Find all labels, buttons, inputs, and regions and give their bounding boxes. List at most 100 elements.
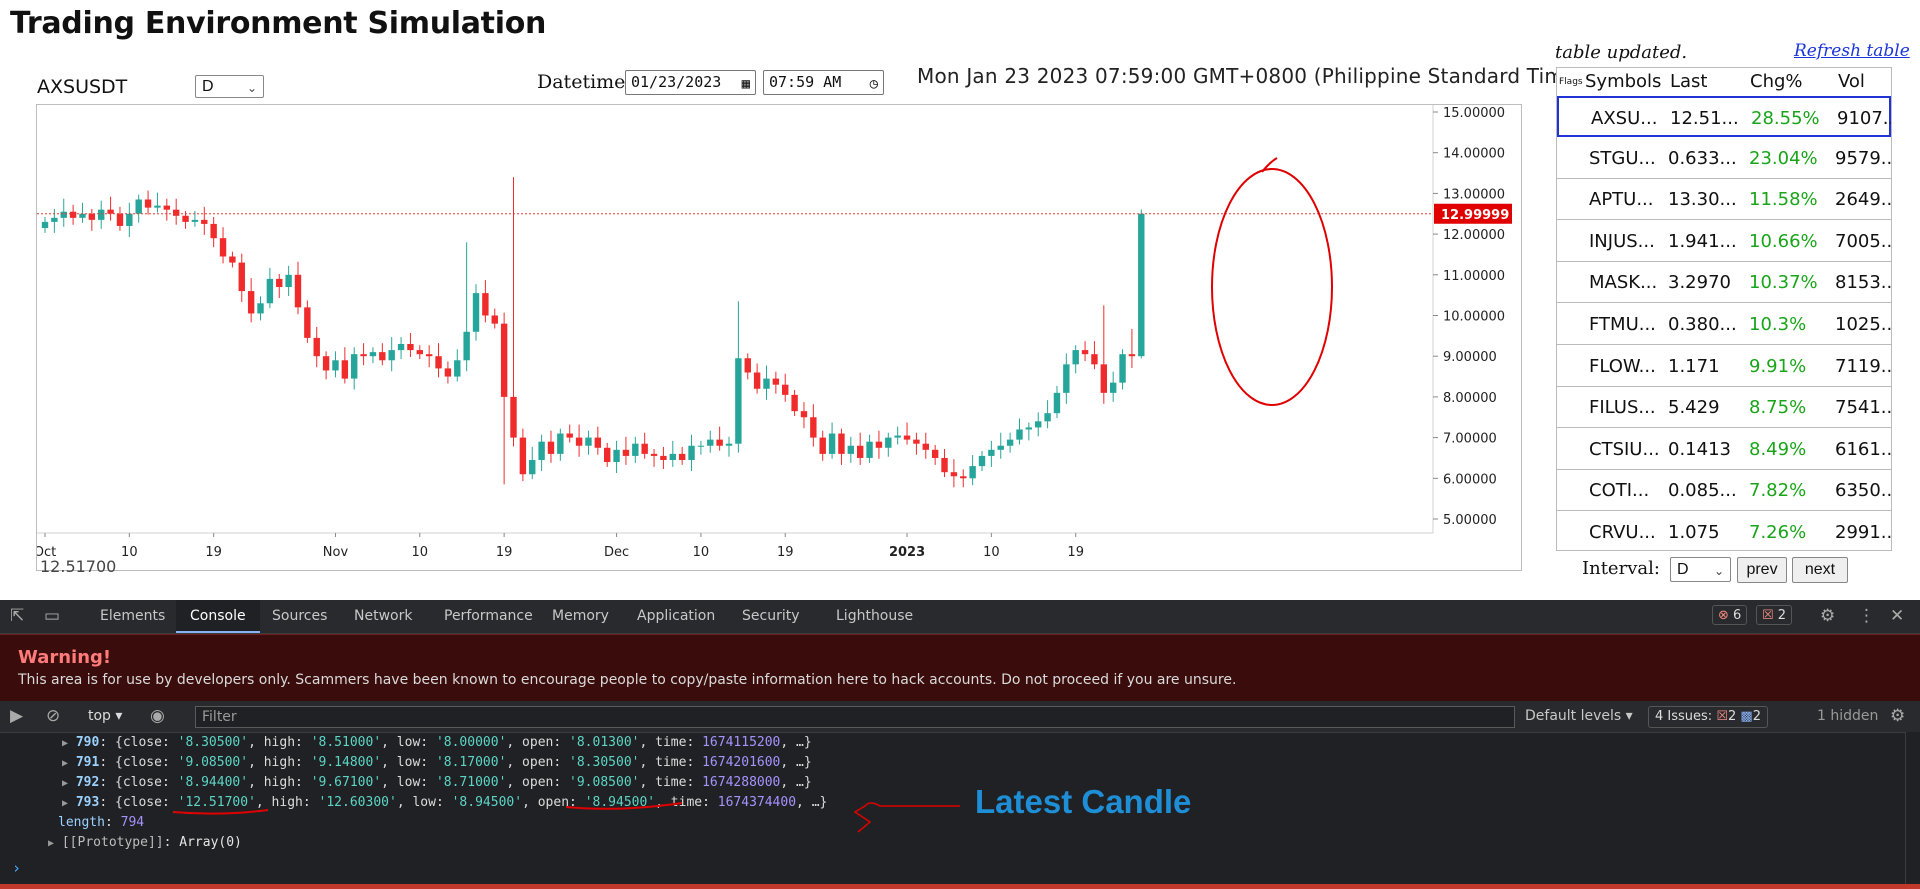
candle-body [285,274,292,288]
table-row[interactable]: APTU... 13.30... 11.58% 2649... [1557,179,1891,221]
candle-body [416,350,423,355]
candle-body [1119,354,1126,383]
candle-body [491,315,498,324]
clear-console-icon[interactable]: ⊘ [46,706,61,726]
candle-body [172,209,180,216]
devtools-panel: ⇱ ▭ Elements Console Sources Network Per… [0,600,1920,889]
tab-application[interactable]: Application [637,608,716,624]
candle-body [669,453,676,460]
candle-body [810,417,817,438]
table-row[interactable]: STGU... 0.633... 23.04% 9579... [1557,138,1891,179]
x-tick-label: Oct [37,545,56,560]
table-row[interactable]: CTSIU... 0.1413 8.49% 6161... [1557,429,1891,470]
more-options-icon[interactable]: ⋮ [1858,606,1875,626]
y-tick-label: 6.00000 [1443,472,1497,487]
interval-select[interactable]: D ⌄ [195,75,264,98]
candlestick-chart[interactable]: 15.00000 14.00000 13.00000 12.00000 11.00000… [36,104,1522,571]
refresh-table-link[interactable]: Refresh table [1794,41,1910,61]
tab-sources[interactable]: Sources [272,608,328,624]
prev-button[interactable]: prev [1737,557,1787,583]
console-log-line[interactable]: ▶ 792: {close: '8.94400', high: '9.67100… [62,775,812,790]
candle-body [229,256,236,263]
expand-caret-icon[interactable]: ▶ [62,738,69,749]
next-button[interactable]: next [1792,557,1848,583]
candle-body [510,396,517,438]
table-row[interactable]: AXSU... 12.51... 28.55% 9107... [1557,96,1891,137]
date-input[interactable]: 01/23/2023 ▦ [625,70,756,95]
candle-body [969,466,976,479]
tab-performance[interactable]: Performance [444,608,533,624]
x-tick-label: 19 [205,545,222,560]
candle-body [154,205,161,208]
time-input[interactable]: 07:59 AM ◷ [763,70,884,95]
console-prototype-line[interactable]: ▶ [[Prototype]]: Array(0) [48,835,242,850]
log-time: 1674374400 [717,795,797,810]
length-key: length [58,815,105,830]
close-icon[interactable]: ✕ [1890,606,1905,626]
table-row[interactable]: FILUS... 5.429 8.75% 7541... [1557,387,1891,429]
cell-chg: 11.58% [1749,189,1818,211]
cell-chg: 23.04% [1749,147,1818,169]
log-time: 1674288000 [702,775,781,790]
error-count: 6 [1733,608,1742,623]
candle-body [1109,382,1117,393]
cell-symbol: CRVU... [1589,522,1656,543]
table-interval-select[interactable]: D ⌄ [1670,557,1731,582]
chart-canvas[interactable]: 15.00000 14.00000 13.00000 12.00000 11.00000… [37,105,1521,570]
x-tick-label: 10 [983,545,1000,560]
calendar-icon[interactable]: ▦ [741,76,750,92]
expand-caret-icon[interactable]: ▶ [62,798,69,809]
header-vol[interactable]: Vol [1838,71,1865,92]
tab-network[interactable]: Network [354,608,413,624]
table-row[interactable]: COTI... 0.085... 7.82% 6350... [1557,470,1891,512]
log-time: 1674115200 [702,735,781,750]
device-toggle-icon[interactable]: ▭ [44,606,61,626]
header-symbols[interactable]: Symbols [1585,71,1662,92]
console-log-line[interactable]: ▶ 791: {close: '9.08500', high: '9.14800… [62,755,812,770]
console-log-line[interactable]: ▶ 790: {close: '8.30500', high: '8.51000… [62,735,812,750]
eye-icon[interactable]: ◉ [150,706,165,726]
table-row[interactable]: FLOW... 1.171 9.91% 7119... [1557,346,1891,387]
table-row[interactable]: INJUS... 1.941... 10.66% 7005... [1557,221,1891,262]
tab-elements[interactable]: Elements [100,608,166,624]
log-levels-select[interactable]: Default levels ▾ [1525,708,1633,724]
table-row[interactable]: CRVU... 1.075 7.26% 2991... [1557,512,1891,550]
inspect-icon[interactable]: ⇱ [10,606,25,626]
date-value: 01/23/2023 [631,73,722,91]
log-close: '8.94400' [177,775,249,790]
cell-vol: 7005... [1835,230,1892,252]
expand-caret-icon[interactable]: ▶ [62,758,69,769]
header-flags[interactable]: Flags [1559,77,1583,87]
cell-symbol: FILUS... [1589,397,1656,419]
cell-chg: 10.66% [1749,230,1818,252]
issues-button[interactable]: 4 Issues: ☒2 ▩2 [1648,706,1768,728]
context-select[interactable]: top ▾ [88,708,123,724]
console-settings-icon[interactable]: ⚙ [1890,706,1906,726]
console-scrollbar[interactable] [1905,732,1920,889]
table-row[interactable]: FTMU... 0.380... 10.3% 1025... [1557,304,1891,345]
candle-body [60,211,67,218]
x-tick-label: 10 [693,545,710,560]
candle-body [885,437,892,448]
table-row[interactable]: MASK... 3.2970 10.37% 8153... [1557,262,1891,304]
tab-lighthouse[interactable]: Lighthouse [836,608,914,624]
symbols-table: Flags Symbols Last Chg% Vol AXSU... 12.51… [1556,67,1892,551]
error-badge[interactable]: ⊗ 6 [1712,605,1748,625]
filter-input[interactable]: Filter [195,706,1515,728]
warning-badge[interactable]: ☒ 2 [1756,605,1793,625]
x-tick-label: 19 [1067,545,1084,560]
sidebar-toggle-icon[interactable]: ▶ [10,706,24,726]
console-prompt[interactable]: › [12,859,22,877]
expand-caret-icon[interactable]: ▶ [62,778,69,789]
header-chg[interactable]: Chg% [1750,71,1803,92]
expand-caret-icon[interactable]: ▶ [48,838,55,849]
candle-body [903,435,911,440]
log-index: 793 [75,795,100,810]
gear-icon[interactable]: ⚙ [1820,606,1836,626]
clock-icon[interactable]: ◷ [869,76,878,92]
x-tick-label: Dec [604,545,629,560]
tab-console[interactable]: Console [176,600,260,633]
tab-memory[interactable]: Memory [552,608,609,624]
tab-security[interactable]: Security [742,608,800,624]
header-last[interactable]: Last [1670,71,1708,92]
